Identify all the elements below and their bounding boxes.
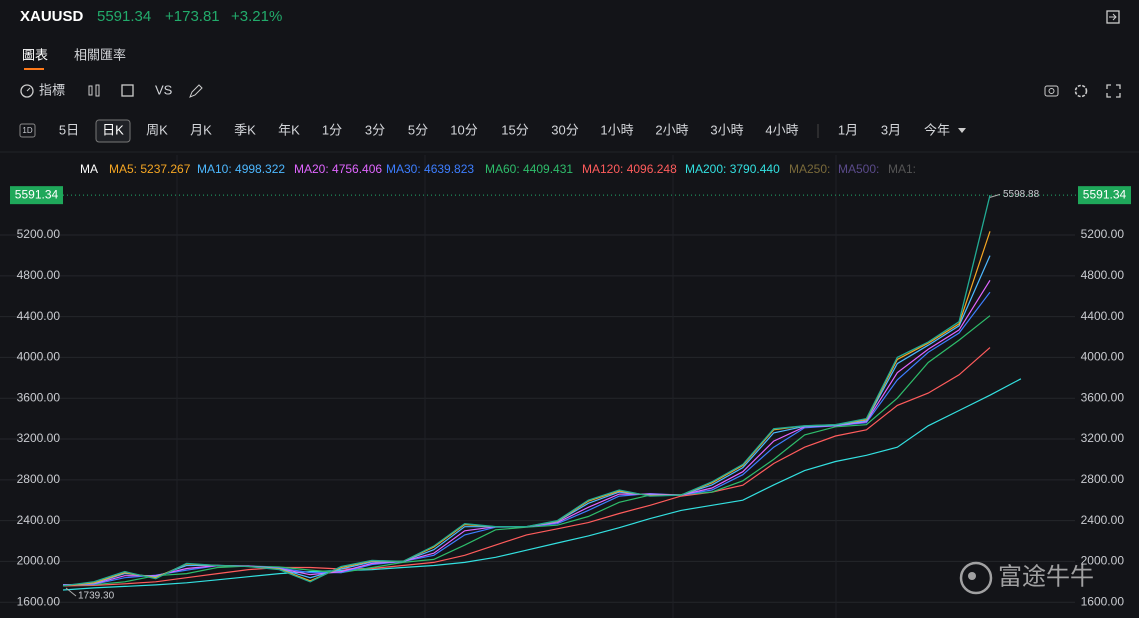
period-button[interactable]: 10分 [450,122,477,137]
indicator-icon [20,84,34,98]
last-price-tag [10,186,63,205]
period-button[interactable]: 周K [146,122,168,137]
tab[interactable]: 圖表 [22,47,48,62]
y-tick-label: 4400.00 [17,309,61,323]
tab[interactable]: 相關匯率 [74,47,126,62]
legend-entry[interactable]: MA20: 4756.406 [294,162,382,176]
ma-line [62,378,1022,591]
settings-icon[interactable] [1074,84,1088,98]
period-button[interactable]: 3月 [881,122,901,137]
high-label: 5598.88 [1003,189,1040,200]
y-tick-label: 2400.00 [17,513,61,527]
toolbar-button[interactable]: VS [155,82,173,97]
high-marker [989,193,1001,198]
ma-line [62,347,991,587]
y-tick-label: 1600.00 [17,594,61,608]
collapse-icon[interactable] [1106,10,1120,24]
watermark-logo [959,561,993,595]
period-button[interactable]: 15分 [501,122,528,137]
period-button[interactable]: 4小時 [765,122,798,137]
y-tick-label-right: 4000.00 [1081,350,1125,364]
shape-icon[interactable] [121,84,134,97]
period-button[interactable]: 今年 [924,122,950,137]
camera-icon[interactable] [1044,85,1059,97]
period-button[interactable]: 30分 [551,122,578,137]
period-icon[interactable]: 1D [22,126,32,135]
period-button[interactable]: 3小時 [710,122,743,137]
y-tick-label: 2800.00 [17,472,61,486]
legend-entry-inactive[interactable]: MA250: [789,162,830,176]
dropdown-arrow[interactable] [958,128,966,133]
tab-indicator [24,68,44,70]
y-tick-label-right: 2000.00 [1081,554,1125,568]
last-price-tag [1078,186,1131,205]
legend-entry[interactable]: MA120: 4096.248 [582,162,677,176]
legend-entry[interactable]: MA30: 4639.823 [386,162,474,176]
last-price-label: 5591.34 [1083,187,1127,201]
period-button[interactable]: 月K [190,122,212,137]
low-label: 1739.30 [78,591,115,602]
period-button[interactable]: 日K [102,122,124,137]
y-tick-label-right: 3200.00 [1081,431,1125,445]
y-tick-label: 4800.00 [17,268,61,282]
y-tick-label: 2000.00 [17,554,61,568]
y-tick-label: 4000.00 [17,350,61,364]
legend-entry[interactable]: MA60: 4409.431 [485,162,573,176]
legend-entry[interactable]: MA5: 5237.267 [109,162,191,176]
y-tick-label-right: 2800.00 [1081,472,1125,486]
y-tick-label: 3600.00 [17,390,61,404]
period-button[interactable]: 季K [234,122,256,137]
period-button[interactable]: 1月 [838,122,858,137]
toolbar-button[interactable]: 指標 [39,82,65,97]
period-button[interactable]: 5分 [408,122,428,137]
change: +173.81 [165,8,220,25]
plot: 1600.00 1600.00 2000.00 2000.00 2400.00 2400.… [0,155,1131,618]
last-price-label: 5591.34 [15,187,59,201]
symbol: XAUUSD [20,8,84,25]
watermark: 富途牛牛 [998,563,1094,590]
price: 5591.34 [97,8,151,25]
period-selected [95,119,131,143]
y-tick-label: 5200.00 [17,227,61,241]
period-button[interactable]: 1分 [322,122,342,137]
legend-title: MA [80,162,98,176]
candle-icon[interactable] [88,84,100,97]
period-icon-box[interactable] [19,123,36,138]
legend-entry-inactive[interactable]: MA1: [888,162,916,176]
legend-entry[interactable]: MA200: 3790.440 [685,162,780,176]
y-tick-label: 3200.00 [17,431,61,445]
y-tick-label-right: 4400.00 [1081,309,1125,323]
y-tick-label-right: 5200.00 [1081,227,1125,241]
y-tick-label-right: 3600.00 [1081,390,1125,404]
y-tick-label-right: 2400.00 [1081,513,1125,527]
y-tick-label-right: 1600.00 [1081,594,1125,608]
change-pct: +3.21% [231,8,282,25]
low-marker [65,587,77,597]
y-tick-label-right: 4800.00 [1081,268,1125,282]
legend-entry-inactive[interactable]: MA500: [838,162,879,176]
period-button[interactable]: 2小時 [655,122,688,137]
draw-icon[interactable] [189,84,203,98]
period-button[interactable]: 年K [278,122,300,137]
price-line [62,194,991,587]
legend-entry[interactable]: MA10: 4998.322 [197,162,285,176]
period-button[interactable]: 1小時 [600,122,633,137]
period-button[interactable]: 3分 [365,122,385,137]
fullscreen-icon[interactable] [1106,84,1121,98]
period-button[interactable]: 5日 [59,122,79,137]
